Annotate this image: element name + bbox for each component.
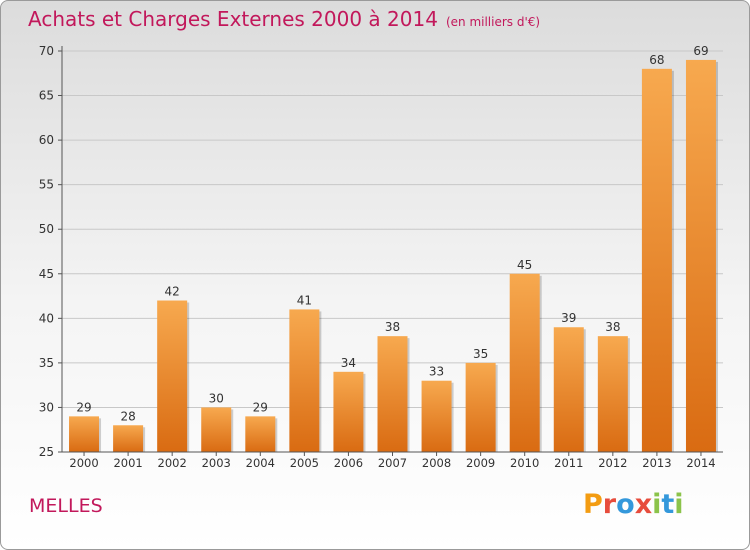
y-tick-label: 45 xyxy=(39,267,54,281)
chart-title: Achats et Charges Externes 2000 à 2014 (e… xyxy=(28,7,540,31)
labels: 25 30 35 40 45 50 55 60 65 70 29 2000 28 2001 42 2002 30… xyxy=(39,44,716,470)
bars xyxy=(69,59,718,453)
x-tick-label: 2008 xyxy=(422,456,451,470)
bar-2010[interactable] xyxy=(509,273,540,452)
logo-letter: t xyxy=(661,489,675,520)
bar-2006[interactable] xyxy=(333,371,364,452)
bar-2007[interactable] xyxy=(377,336,408,452)
data-label: 28 xyxy=(120,409,135,423)
chart-title-text: Achats et Charges Externes 2000 à 2014 xyxy=(28,7,438,31)
y-tick-label: 30 xyxy=(39,400,54,414)
x-tick-label: 2006 xyxy=(334,456,363,470)
y-tick-label: 60 xyxy=(39,133,54,147)
data-label: 33 xyxy=(429,365,444,379)
x-tick-label: 2013 xyxy=(642,456,671,470)
x-tick-label: 2005 xyxy=(290,456,319,470)
bar-2012[interactable] xyxy=(597,336,628,452)
x-tick-label: 2001 xyxy=(113,456,142,470)
bar-2004[interactable] xyxy=(245,416,276,452)
data-label: 30 xyxy=(209,391,224,405)
y-tick-label: 35 xyxy=(39,356,54,370)
x-tick-label: 2014 xyxy=(686,456,715,470)
proxiti-logo[interactable]: Proxiti xyxy=(583,489,684,520)
x-tick-label: 2011 xyxy=(554,456,583,470)
y-tick-label: 50 xyxy=(39,222,54,236)
logo-letter: i xyxy=(652,489,662,520)
data-label: 68 xyxy=(649,53,664,67)
chart-unit: (en milliers d'€) xyxy=(445,15,541,29)
bar-2008[interactable] xyxy=(421,380,452,452)
data-label: 29 xyxy=(253,400,268,414)
logo-letter: o xyxy=(616,489,635,520)
data-label: 34 xyxy=(341,356,356,370)
y-tick-label: 65 xyxy=(39,89,54,103)
x-tick-label: 2007 xyxy=(378,456,407,470)
axes xyxy=(58,46,723,456)
logo-letter: r xyxy=(602,489,617,520)
y-tick-label: 40 xyxy=(39,311,54,325)
data-label: 29 xyxy=(76,400,91,414)
logo-letter: i xyxy=(674,489,684,520)
y-tick-label: 25 xyxy=(39,445,54,459)
data-label: 69 xyxy=(693,44,708,58)
bar-2013[interactable] xyxy=(641,68,672,453)
bar-2014[interactable] xyxy=(685,59,716,453)
data-label: 42 xyxy=(165,285,180,299)
x-tick-label: 2012 xyxy=(598,456,627,470)
data-label: 39 xyxy=(561,311,576,325)
x-tick-label: 2000 xyxy=(69,456,98,470)
data-label: 35 xyxy=(473,347,488,361)
bar-2001[interactable] xyxy=(113,425,144,452)
x-tick-label: 2009 xyxy=(466,456,495,470)
y-tick-label: 70 xyxy=(39,44,54,58)
bar-2003[interactable] xyxy=(201,407,232,452)
bar-2005[interactable] xyxy=(289,309,320,452)
data-label: 41 xyxy=(297,293,312,307)
bar-2002[interactable] xyxy=(157,300,188,452)
data-label: 38 xyxy=(385,320,400,334)
bar-2009[interactable] xyxy=(465,362,496,452)
logo-letter: P xyxy=(583,489,603,520)
logo-letter: x xyxy=(634,489,653,520)
data-label: 38 xyxy=(605,320,620,334)
x-tick-label: 2010 xyxy=(510,456,539,470)
y-tick-label: 55 xyxy=(39,178,54,192)
bar-2011[interactable] xyxy=(553,327,584,452)
x-tick-label: 2003 xyxy=(202,456,231,470)
bar-2000[interactable] xyxy=(69,416,100,452)
data-label: 45 xyxy=(517,258,532,272)
commune-name: MELLES xyxy=(29,495,103,517)
x-tick-label: 2002 xyxy=(158,456,187,470)
x-tick-label: 2004 xyxy=(246,456,275,470)
